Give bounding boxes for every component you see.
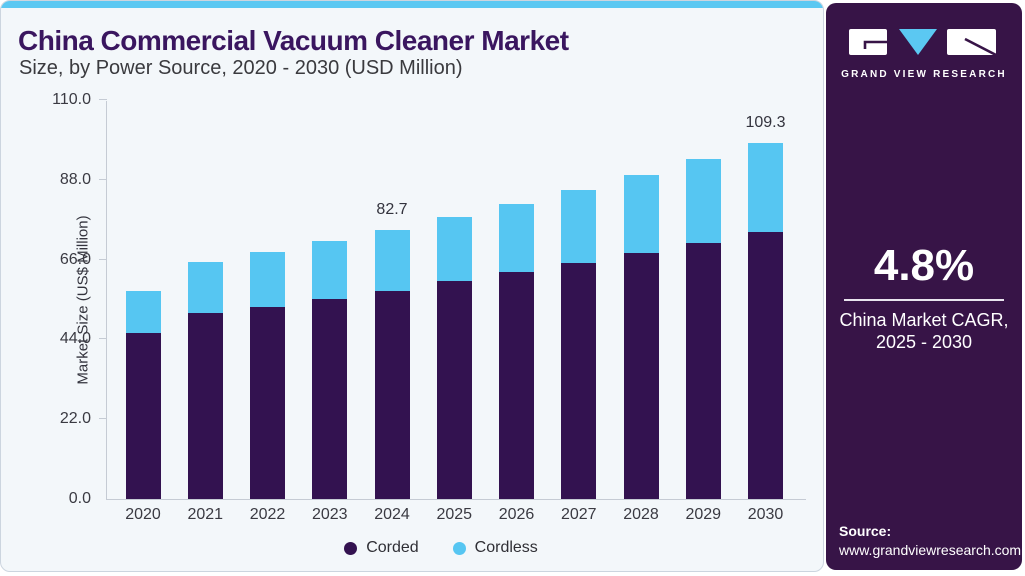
y-tick-mark bbox=[99, 178, 107, 180]
brand-panel: GRAND VIEW RESEARCH 4.8% China Market CA… bbox=[826, 3, 1022, 570]
value-label-2024: 82.7 bbox=[376, 200, 408, 218]
y-tick-label: 0.0 bbox=[68, 490, 91, 507]
legend-label-corded: Corded bbox=[366, 539, 419, 556]
x-tick-label-2025: 2025 bbox=[436, 506, 473, 523]
cagr-caption-line1: China Market CAGR, bbox=[839, 310, 1009, 330]
plot-area: 0.0 22.0 44.0 66.0 88.0 110.0 2020 2021 2022 2023… bbox=[52, 91, 806, 523]
y-tick-label: 22.0 bbox=[59, 410, 91, 428]
cagr-divider bbox=[844, 299, 1004, 301]
gvr-logo-icon bbox=[849, 29, 999, 58]
x-tick-label-2029: 2029 bbox=[685, 506, 722, 523]
bar-segment-corded-2020 bbox=[125, 333, 161, 499]
bar-segment-cordless-2027 bbox=[561, 189, 597, 264]
bar-segment-corded-2029 bbox=[685, 243, 721, 499]
y-tick-mark bbox=[99, 99, 107, 100]
bar-segment-cordless-2024 bbox=[374, 229, 410, 292]
gvr-logo: GRAND VIEW RESEARCH bbox=[826, 28, 1022, 80]
legend: Corded Cordless bbox=[91, 539, 791, 557]
bar-segment-corded-2027 bbox=[561, 263, 597, 499]
y-tick-mark bbox=[99, 418, 107, 420]
bar-segment-cordless-2021 bbox=[187, 261, 223, 314]
cagr-value: 4.8% bbox=[873, 241, 975, 290]
cagr-caption-line2: 2025 - 2030 bbox=[875, 332, 973, 352]
source-block: Source: www.grandviewresearch.com bbox=[839, 523, 1021, 558]
value-label-2030: 109.3 bbox=[745, 114, 786, 132]
legend-dot-cordless bbox=[452, 541, 466, 555]
x-tick-label-2027: 2027 bbox=[560, 506, 597, 523]
legend-dot-corded bbox=[344, 541, 358, 555]
chart-title: China Commercial Vacuum Cleaner Market bbox=[18, 25, 569, 56]
y-tick-label: 44.0 bbox=[59, 330, 91, 348]
bar-segment-corded-2028 bbox=[623, 253, 659, 499]
x-tick-label-2020: 2020 bbox=[125, 506, 161, 523]
bar-segment-cordless-2030 bbox=[748, 143, 783, 233]
bar-segment-corded-2022 bbox=[250, 307, 285, 499]
bar-segment-corded-2030 bbox=[748, 232, 783, 499]
x-tick-label-2021: 2021 bbox=[187, 506, 224, 523]
bar-segment-corded-2025 bbox=[436, 281, 472, 499]
legend-item-corded: Corded bbox=[344, 539, 419, 557]
x-tick-label-2030: 2030 bbox=[747, 506, 784, 523]
bar-segment-cordless-2025 bbox=[436, 217, 472, 282]
chart-card: China Commercial Vacuum Cleaner Market S… bbox=[0, 0, 824, 572]
bar-segment-cordless-2023 bbox=[312, 240, 348, 299]
legend-item-cordless: Cordless bbox=[452, 539, 538, 557]
accent-strip bbox=[1, 1, 823, 8]
brand-name: GRAND VIEW RESEARCH bbox=[841, 69, 1007, 80]
bar-segment-cordless-2026 bbox=[499, 203, 534, 273]
bar-segment-cordless-2022 bbox=[250, 251, 285, 308]
cagr-block: 4.8% China Market CAGR, 2025 - 2030 bbox=[826, 241, 1022, 353]
x-tick-label-2024: 2024 bbox=[374, 506, 410, 523]
bar-segment-cordless-2020 bbox=[125, 290, 161, 334]
x-tick-label-2023: 2023 bbox=[311, 506, 348, 523]
y-axis-title: Market Size (US$ Million) bbox=[74, 215, 92, 385]
chart-subtitle: Size, by Power Source, 2020 - 2030 (USD … bbox=[19, 57, 463, 79]
x-tick-label-2026: 2026 bbox=[498, 506, 535, 523]
legend-label-cordless: Cordless bbox=[474, 539, 538, 556]
bar-segment-cordless-2029 bbox=[685, 159, 721, 243]
bar-segment-corded-2024 bbox=[374, 291, 410, 499]
y-tick-label: 110.0 bbox=[52, 91, 91, 108]
y-tick-label: 88.0 bbox=[59, 170, 91, 188]
source-url: www.grandviewresearch.com bbox=[839, 542, 1022, 558]
bar-segment-corded-2026 bbox=[499, 272, 534, 499]
y-tick-mark bbox=[99, 338, 107, 340]
source-label: Source: bbox=[839, 523, 892, 539]
bar-segment-cordless-2028 bbox=[623, 174, 659, 254]
y-tick-label: 66.0 bbox=[59, 250, 91, 268]
bar-segment-corded-2021 bbox=[187, 313, 223, 499]
y-tick-mark bbox=[99, 258, 107, 260]
x-tick-label-2022: 2022 bbox=[249, 506, 286, 523]
x-tick-label-2028: 2028 bbox=[623, 506, 659, 523]
bar-segment-corded-2023 bbox=[312, 298, 348, 499]
